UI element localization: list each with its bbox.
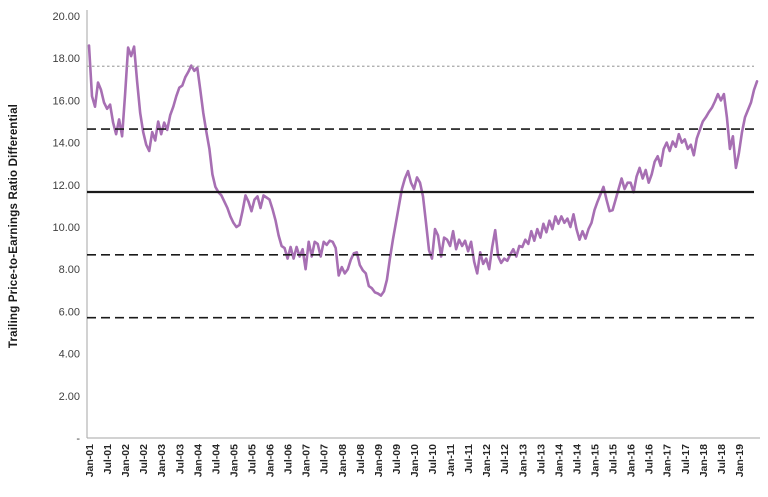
- x-tick-label: Jan-17: [662, 444, 674, 477]
- x-tick-label: Jan-09: [373, 444, 385, 477]
- x-tick-label: Jan-02: [120, 444, 132, 477]
- x-tick-label: Jul-01: [102, 444, 114, 475]
- x-tick-label: Jul-04: [210, 444, 222, 475]
- x-tick-label: Jan-12: [481, 444, 493, 477]
- x-tick-label: Jan-10: [409, 444, 421, 477]
- x-tick-label: Jul-07: [319, 444, 331, 475]
- x-tick-label: Jul-05: [246, 444, 258, 475]
- y-tick-label: 8.00: [59, 264, 80, 276]
- x-tick-label: Jan-03: [156, 444, 168, 477]
- x-tick-label: Jan-18: [698, 444, 710, 477]
- x-tick-label: Jul-02: [138, 444, 150, 475]
- x-tick-label: Jan-05: [228, 444, 240, 477]
- x-tick-label: Jul-03: [174, 444, 186, 475]
- x-tick-label: Jul-08: [355, 444, 367, 475]
- x-tick-label: Jul-17: [680, 444, 692, 475]
- x-tick-label: Jul-18: [716, 444, 728, 475]
- x-tick-label: Jul-10: [427, 444, 439, 475]
- y-axis-title: Trailing Price-to-Earnings Ratio Differe…: [8, 103, 20, 349]
- x-tick-label: Jul-15: [608, 444, 620, 475]
- x-tick-label: Jan-14: [553, 444, 565, 477]
- y-tick-label: 16.00: [52, 95, 80, 107]
- x-tick-label: Jul-09: [391, 444, 403, 475]
- x-tick-label: Jan-15: [590, 444, 602, 477]
- y-tick-label: 12.00: [52, 180, 80, 192]
- y-tick-label: 10.00: [52, 222, 80, 234]
- x-tick-label: Jan-16: [626, 444, 638, 477]
- y-tick-label: 14.00: [52, 138, 80, 150]
- y-tick-label: 20.00: [52, 11, 80, 23]
- series-line: [87, 44, 759, 297]
- y-tick-labels: 20.00 18.00 16.00 14.00 12.00 10.00 8.00 6.00 4.…: [52, 11, 80, 445]
- y-tick-label: 6.00: [59, 306, 80, 318]
- x-tick-label: Jan-01: [84, 444, 96, 477]
- x-tick-label: Jan-11: [445, 444, 457, 477]
- x-tick-label: Jul-12: [499, 444, 511, 475]
- x-tick-labels: Jan-01 Jul-01 Jan-02 Jul-02 Jan-03 Jul-03 Jan-…: [84, 444, 746, 477]
- x-tick-label: Jul-14: [571, 444, 583, 475]
- x-tick-label: Jul-16: [644, 444, 656, 475]
- y-tick-label: -: [76, 433, 80, 445]
- x-tick-label: Jul-11: [463, 444, 475, 474]
- x-tick-label: Jan-04: [192, 444, 204, 477]
- x-tick-label: Jul-06: [283, 444, 295, 475]
- y-tick-label: 4.00: [59, 349, 80, 361]
- y-tick-label: 2.00: [59, 391, 80, 403]
- x-tick-label: Jan-08: [337, 444, 349, 477]
- y-tick-label: 18.00: [52, 53, 80, 65]
- x-tick-label: Jan-07: [301, 444, 313, 477]
- x-tick-label: Jan-19: [734, 444, 746, 477]
- x-tick-label: Jan-06: [265, 444, 277, 477]
- x-tick-label: Jan-13: [517, 444, 529, 477]
- x-tick-label: Jul-13: [535, 444, 547, 475]
